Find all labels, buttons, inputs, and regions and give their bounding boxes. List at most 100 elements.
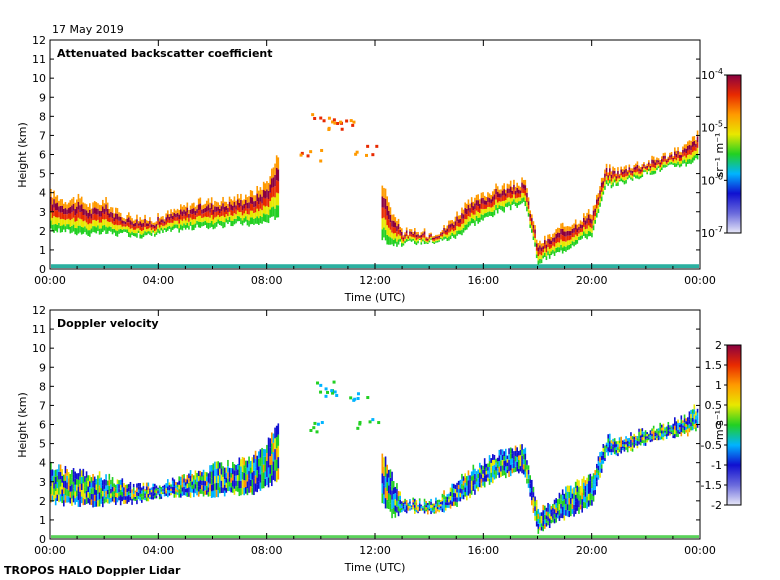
- cloud-cell: [207, 198, 210, 205]
- cloud-cell: [418, 235, 421, 237]
- cloud-cell: [180, 493, 182, 498]
- cloud-cell: [589, 227, 592, 232]
- cloud-cell: [537, 247, 540, 252]
- cloud-cell: [162, 487, 164, 490]
- cloud-cell: [678, 151, 681, 155]
- cloud-cell: [618, 176, 621, 179]
- cloud-cell: [547, 247, 549, 252]
- cloud-cell: [573, 241, 575, 247]
- cloud-cell: [220, 486, 223, 493]
- cloud-cell: [274, 449, 276, 460]
- cloud-cell: [158, 488, 161, 491]
- cloud-cell: [441, 232, 444, 235]
- cloud-cell: [487, 467, 489, 471]
- cloud-cell: [459, 215, 462, 220]
- cloud-cell: [141, 231, 143, 235]
- ytick-label: 3: [39, 206, 46, 219]
- cloud-cell: [175, 224, 177, 228]
- cloud-cell: [150, 221, 153, 225]
- cloud-cell: [392, 507, 395, 514]
- cloud-cell: [59, 225, 62, 233]
- cloud-cell: [233, 476, 236, 483]
- cloud-cell: [85, 222, 88, 229]
- cloud-cell: [134, 226, 137, 230]
- cloud-cell: [56, 224, 59, 233]
- cloud-cell: [414, 507, 416, 511]
- cloud-cell: [600, 459, 603, 465]
- cloud-cell: [93, 494, 96, 501]
- cloud-cell: [558, 492, 561, 499]
- cloud-cell: [571, 498, 574, 504]
- ytick-label: 9: [39, 361, 46, 374]
- cloud-cell: [204, 203, 206, 209]
- cloud-cell: [178, 484, 180, 490]
- cloud-cell: [438, 238, 440, 241]
- cloud-cell: [427, 507, 429, 510]
- cloud-cell: [89, 492, 91, 499]
- cloud-cell: [176, 487, 179, 490]
- cloud-cell: [238, 212, 241, 217]
- cloud-cell: [631, 170, 634, 174]
- cloud-cell: [230, 477, 232, 483]
- cloud-cell: [667, 424, 670, 428]
- cloud-cell: [106, 208, 109, 216]
- cloud-cell: [534, 233, 536, 239]
- cloud-cell: [137, 221, 140, 224]
- cloud-cell: [119, 489, 122, 496]
- cloud-cell: [184, 485, 187, 489]
- cloud-cell: [646, 438, 648, 441]
- cloud-cell: [457, 215, 460, 220]
- cloud-cell: [669, 157, 671, 160]
- cloud-cell: [85, 216, 88, 223]
- cloud-cell: [223, 484, 226, 491]
- cloud-cell: [223, 222, 226, 228]
- cloud-cell: [137, 492, 140, 497]
- cloud-cell: [498, 455, 501, 462]
- cloud-cell: [464, 473, 466, 479]
- cloud-cell: [462, 494, 465, 500]
- cloud-cell: [163, 489, 166, 492]
- cloud-cell: [227, 472, 229, 479]
- cloud-cell: [591, 482, 593, 489]
- cloud-cell: [503, 456, 505, 461]
- cloud-cell: [54, 196, 57, 204]
- cloud-cell: [410, 507, 413, 509]
- cloud-cell: [228, 211, 231, 217]
- cloud-cell: [422, 508, 424, 510]
- cloud-cell: [232, 205, 234, 211]
- cloud-cell: [612, 170, 614, 175]
- cloud-cell: [467, 216, 470, 222]
- cloud-cell: [111, 481, 114, 487]
- cloud-cell: [150, 233, 153, 236]
- cloud-cell: [635, 441, 637, 444]
- cloud-cell: [248, 214, 250, 221]
- cloud-cell: [253, 195, 255, 202]
- cloud-cell: [258, 204, 260, 212]
- cloud-cell: [625, 438, 627, 442]
- cloud-cell: [696, 142, 699, 148]
- cloud-cell: [581, 492, 583, 500]
- cloud-cell: [124, 496, 127, 500]
- cloud-cell: [186, 479, 189, 484]
- cloud-cell: [267, 437, 270, 448]
- cloud-cell: [522, 464, 525, 470]
- cloud-cell: [479, 199, 481, 204]
- cloud-cell: [604, 454, 606, 458]
- cloud-cell: [51, 488, 54, 496]
- cloud-cell: [54, 223, 57, 231]
- cloud-cell: [404, 498, 406, 502]
- cloud-cell: [412, 233, 414, 236]
- cloud-cell: [581, 235, 583, 239]
- cloud-cell: [152, 226, 154, 229]
- cloud-cell: [674, 155, 676, 160]
- cloud-cell: [641, 434, 644, 438]
- cloud-cell: [615, 441, 618, 445]
- cloud-cell: [267, 457, 270, 468]
- cloud-cell: [176, 492, 179, 495]
- cloud-cell: [191, 477, 193, 482]
- cloud-cell: [61, 475, 63, 483]
- cloud-cell: [90, 488, 93, 494]
- cloud-cell: [106, 202, 109, 209]
- cloud-cell: [259, 482, 262, 491]
- cloud-cell: [639, 173, 642, 176]
